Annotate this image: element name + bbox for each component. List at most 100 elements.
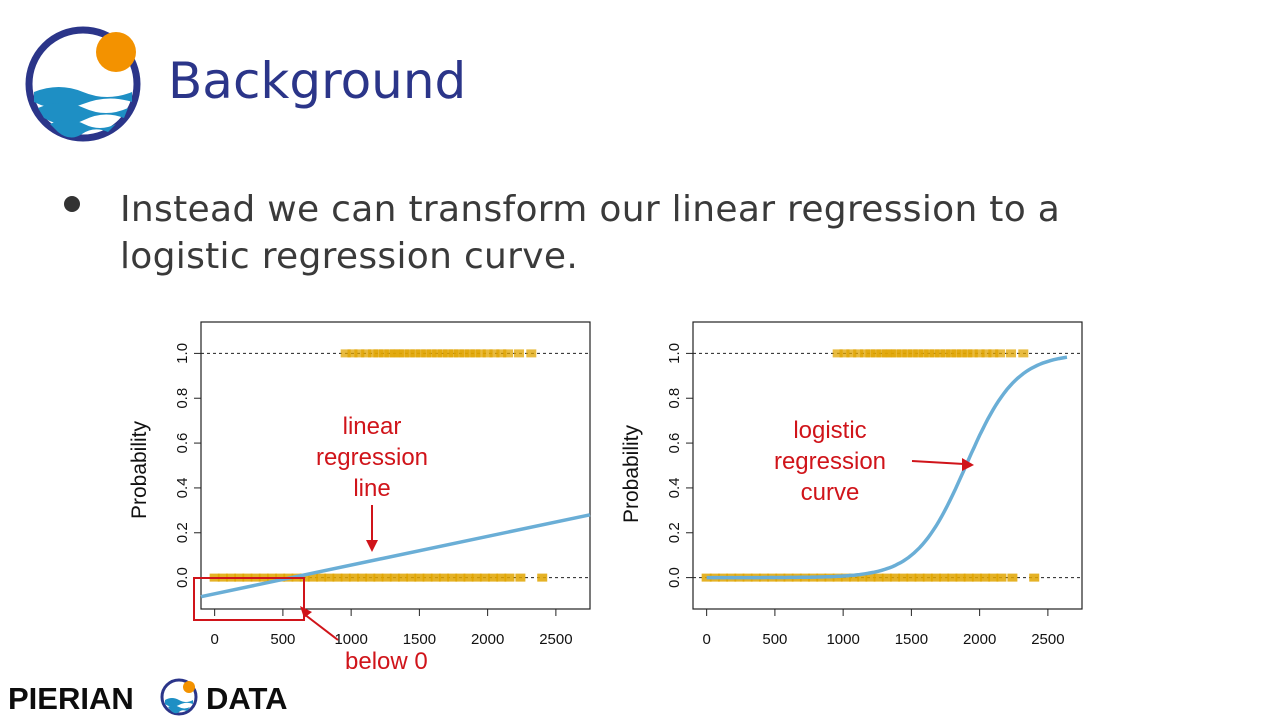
bullet-text: Instead we can transform our linear regr… xyxy=(120,189,1061,277)
data-point-y1 xyxy=(896,349,907,358)
data-point-y1 xyxy=(347,349,358,358)
data-point-y1 xyxy=(859,349,870,358)
data-point-y0 xyxy=(996,573,1007,582)
y-tick-label: 0.8 xyxy=(666,388,683,409)
x-tick-label: 2500 xyxy=(539,631,572,648)
data-point-y1 xyxy=(935,349,946,358)
data-point-y1 xyxy=(367,349,378,358)
annotation-linear-line-3: line xyxy=(353,475,390,502)
data-point-y0 xyxy=(398,573,409,582)
data-point-y1 xyxy=(891,349,902,358)
data-point-y0 xyxy=(914,573,925,582)
data-point-y1 xyxy=(489,349,500,358)
data-point-y1 xyxy=(503,349,514,358)
data-point-y1 xyxy=(526,349,537,358)
data-point-y0 xyxy=(496,573,507,582)
annotation-arrow-head xyxy=(366,540,378,552)
data-point-y0 xyxy=(988,573,999,582)
annotation-below-zero: below 0 xyxy=(345,648,428,675)
data-point-y1 xyxy=(470,349,481,358)
data-point-y1 xyxy=(496,349,507,358)
data-point-y0 xyxy=(438,573,449,582)
data-point-y0 xyxy=(365,573,376,582)
below-zero-box xyxy=(193,577,305,621)
data-point-y1 xyxy=(956,349,967,358)
data-point-y0 xyxy=(1007,573,1018,582)
annotation-arrow-head xyxy=(962,458,974,471)
data-point-y1 xyxy=(437,349,448,358)
data-point-y1 xyxy=(832,349,843,358)
data-point-y0 xyxy=(340,573,351,582)
data-point-y0 xyxy=(389,573,400,582)
data-point-y1 xyxy=(354,349,365,358)
logistic-regression-chart: 0 500 1000 1500 2000 2500 0.0 0.2 0.4 0.6 0.8 1.0 P… xyxy=(620,321,1083,648)
linear-annotation: linear regression line xyxy=(316,413,428,552)
data-point-y1 xyxy=(459,349,470,358)
data-point-y1 xyxy=(967,349,978,358)
annotation-arrow xyxy=(911,460,965,465)
data-point-y0 xyxy=(890,573,901,582)
pierian-data-logo-icon xyxy=(25,26,141,142)
data-point-y0 xyxy=(381,573,392,582)
x-tick-label: 1500 xyxy=(403,631,436,648)
data-point-y0 xyxy=(316,573,327,582)
y-tick-label: 0.4 xyxy=(174,477,191,498)
data-point-y1 xyxy=(482,349,493,358)
data-point-y1 xyxy=(514,349,525,358)
data-point-y1 xyxy=(443,349,454,358)
data-point-y0 xyxy=(980,573,991,582)
y-tick-label: 1.0 xyxy=(174,343,191,364)
x-tick-label: 2000 xyxy=(963,631,996,648)
data-point-y0 xyxy=(357,573,368,582)
footer-brand: PIERIAN DATA xyxy=(8,678,288,716)
y-tick-label: 1.0 xyxy=(666,343,683,364)
data-point-y1 xyxy=(1018,349,1029,358)
plot-border xyxy=(692,321,1083,610)
x-tick-label: 2000 xyxy=(471,631,504,648)
data-point-y0 xyxy=(348,573,359,582)
data-point-y0 xyxy=(947,573,958,582)
data-point-y0 xyxy=(447,573,458,582)
data-point-y0 xyxy=(307,573,318,582)
annotation-logistic-line-2: regression xyxy=(774,448,886,475)
data-point-y0 xyxy=(488,573,499,582)
data-point-y1 xyxy=(839,349,850,358)
y-tick-label: 0.0 xyxy=(174,567,191,588)
data-point-y1 xyxy=(404,349,415,358)
data-point-y1 xyxy=(432,349,443,358)
data-point-y1 xyxy=(426,349,437,358)
logistic-annotation: logistic regression curve xyxy=(774,417,974,506)
data-point-y1 xyxy=(929,349,940,358)
bullet-icon xyxy=(64,196,80,212)
data-point-y0 xyxy=(324,573,335,582)
below-zero-arrow xyxy=(303,613,339,641)
data-point-y1 xyxy=(453,349,464,358)
data-point-y0 xyxy=(471,573,482,582)
data-point-y1 xyxy=(393,349,404,358)
data-point-y0 xyxy=(414,573,425,582)
data-point-y1 xyxy=(951,349,962,358)
x-tick-label: 1000 xyxy=(334,631,367,648)
data-point-y1 xyxy=(410,349,421,358)
footer-brand-right: DATA xyxy=(206,681,288,716)
data-point-y0 xyxy=(406,573,417,582)
data-point-y0 xyxy=(373,573,384,582)
data-point-y1 xyxy=(421,349,432,358)
y-axis-label: Probability xyxy=(128,420,151,519)
data-point-y0 xyxy=(455,573,466,582)
data-point-y0 xyxy=(873,573,884,582)
data-point-y1 xyxy=(448,349,459,358)
x-tick-label: 500 xyxy=(270,631,295,648)
data-point-y1 xyxy=(924,349,935,358)
linear-regression-chart: 0 500 1000 1500 2000 2500 0.0 0.2 0.4 0.6 0.8 1.0 P… xyxy=(128,321,591,675)
data-point-y1 xyxy=(399,349,410,358)
y-tick-label: 0.0 xyxy=(666,567,683,588)
x-tick-label: 1500 xyxy=(895,631,928,648)
data-point-y0 xyxy=(865,573,876,582)
y-axis-label: Probability xyxy=(620,424,643,523)
x-tick-label: 0 xyxy=(210,631,218,648)
data-point-y0 xyxy=(515,573,526,582)
data-point-y0 xyxy=(504,573,515,582)
data-point-y0 xyxy=(849,573,860,582)
data-point-y0 xyxy=(857,573,868,582)
